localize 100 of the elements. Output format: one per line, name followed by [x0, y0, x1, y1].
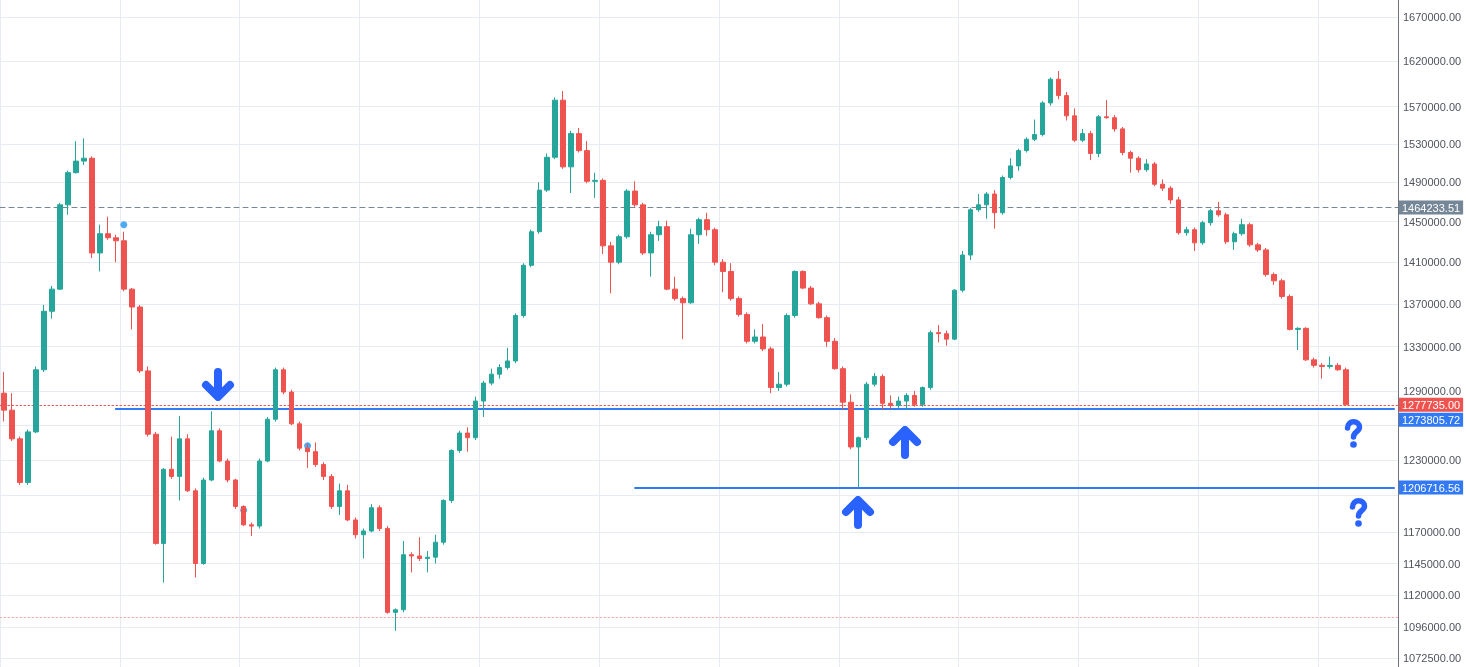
candlestick [632, 180, 638, 208]
candlestick [273, 367, 278, 423]
candlestick [1160, 178, 1165, 192]
candlestick [544, 152, 550, 193]
candlestick [337, 483, 342, 516]
y-tick-label: 1120000.00 [1403, 589, 1461, 602]
candlestick [904, 392, 909, 411]
y-tick-label: 1670000.00 [1403, 11, 1462, 24]
y-tick-label: 1370000.00 [1403, 297, 1462, 310]
candlestick [656, 220, 662, 242]
y-tick-label: 1530000.00 [1403, 137, 1462, 150]
candlestick [1255, 242, 1261, 253]
ref-line-label: 1277735.00 [1402, 398, 1461, 411]
candlestick [1080, 128, 1085, 143]
candlestick [784, 312, 790, 387]
candlestick [1112, 114, 1117, 133]
candlestick [321, 461, 326, 481]
candlestick [433, 534, 438, 565]
candlestick [1064, 91, 1069, 121]
y-tick-label: 1072500.00 [1403, 652, 1462, 665]
candlestick [1295, 326, 1301, 351]
candlestick [177, 415, 182, 501]
candlestick [576, 127, 582, 153]
candlestick [265, 416, 270, 463]
candlestick [249, 521, 254, 537]
candlestick [193, 487, 198, 578]
candlestick [1232, 231, 1237, 251]
candlestick [353, 516, 358, 539]
candlestick [393, 607, 398, 632]
candlestick [497, 363, 502, 380]
candlestick [800, 269, 806, 290]
candlestick [441, 498, 446, 546]
candlestick [1184, 226, 1189, 237]
candlestick [1263, 247, 1269, 278]
candlestick [529, 229, 534, 268]
y-tick-label: 1230000.00 [1403, 453, 1462, 466]
candlestick [984, 191, 989, 220]
candlestick [752, 328, 758, 344]
candlestick [1279, 278, 1285, 300]
candlestick [600, 177, 606, 255]
candlestick [449, 448, 454, 504]
candlestick [640, 202, 646, 256]
candlestick [481, 380, 486, 418]
candlestick [73, 140, 79, 175]
candlestick [568, 130, 574, 194]
candlestick [537, 181, 542, 235]
candlestick [960, 250, 965, 293]
candlestick [936, 324, 941, 343]
candlestick [409, 551, 414, 573]
candlestick [313, 441, 318, 468]
candlestick [209, 410, 214, 482]
candlestick [552, 96, 558, 160]
candlestick [832, 337, 838, 371]
candlestick [1287, 293, 1293, 331]
candlestick [385, 525, 390, 615]
candlestick [616, 234, 622, 265]
candlestick [624, 188, 630, 240]
candlestick [1168, 185, 1173, 205]
candlestick [1216, 201, 1221, 218]
candlestick [720, 258, 726, 293]
candlestick [1192, 227, 1197, 252]
candlestick [1239, 218, 1245, 237]
candlestick [1152, 161, 1157, 187]
candlestick [776, 371, 782, 392]
candlestick [1136, 155, 1141, 174]
candlestick [489, 368, 494, 386]
candlestick [257, 458, 262, 530]
y-tick-label: 1170000.00 [1403, 526, 1461, 539]
y-tick-label: 1145000.00 [1403, 557, 1461, 570]
candlestick [872, 372, 877, 387]
candlestick [672, 276, 678, 302]
candlestick [1327, 356, 1333, 370]
candlestick [792, 269, 798, 319]
candlestick [864, 381, 869, 441]
candlestick [1224, 212, 1229, 245]
y-tick-label: 1570000.00 [1403, 100, 1462, 113]
candlestick [1247, 222, 1253, 248]
candlestick [217, 427, 222, 463]
candlestick [1072, 107, 1077, 143]
candlestick [896, 396, 901, 409]
candlestick [1128, 150, 1133, 174]
candlestick [1335, 362, 1341, 372]
candlestick [65, 170, 71, 216]
candlestick [105, 216, 111, 241]
candlestick [1040, 100, 1045, 137]
candlestick [584, 140, 590, 184]
candlestick [1120, 126, 1125, 156]
candlestick [233, 478, 238, 510]
candlestick [1088, 130, 1093, 161]
candlestick [760, 323, 766, 352]
candlestick [696, 217, 702, 245]
candlestick [952, 288, 957, 341]
candlestick [137, 304, 143, 374]
candlestick [49, 285, 55, 320]
candlestick [89, 155, 95, 259]
candlestick [944, 330, 949, 347]
y-tick-label: 1450000.00 [1403, 215, 1462, 228]
candlestick [1176, 196, 1181, 236]
candlestick [401, 540, 406, 613]
candlestick [816, 301, 822, 320]
